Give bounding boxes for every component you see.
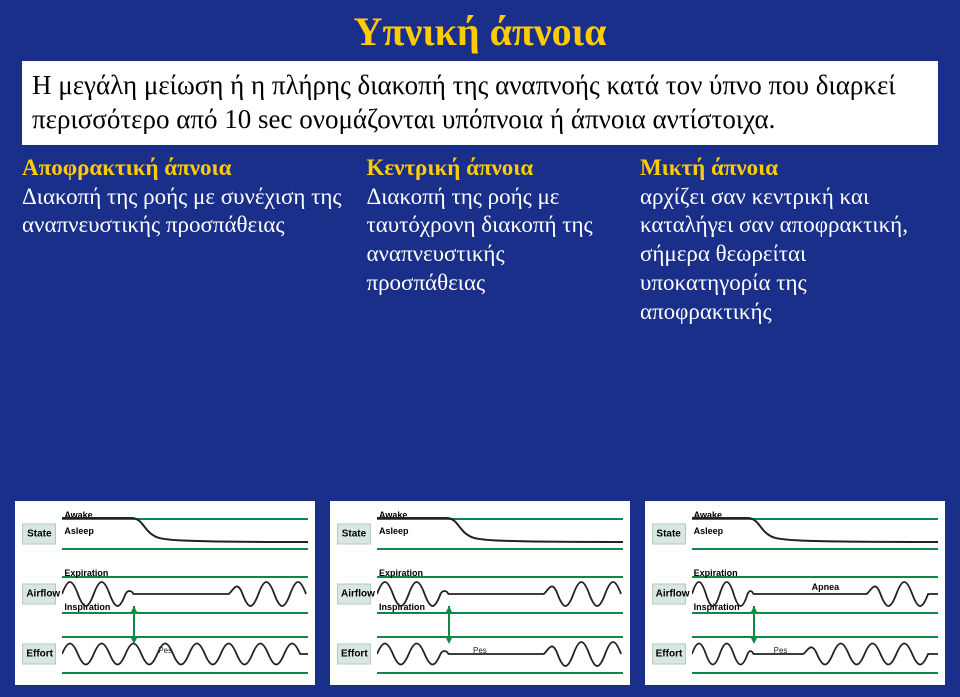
chart-central: State Awake Asleep Airflow Expiration In… [330, 501, 630, 685]
ylabel-state: State [652, 524, 686, 545]
col-central-title: Κεντρική άπνοια [366, 155, 621, 181]
col-obstructive-body: Διακοπή της ροής με συνέχιση της αναπνευ… [22, 183, 348, 241]
ylabel-state: State [22, 524, 56, 545]
ylabel-effort: Effort [652, 644, 686, 665]
apnea-types-columns: Αποφρακτική άπνοια Διακοπή της ροής με σ… [0, 155, 960, 327]
col-central-body: Διακοπή της ροής με ταυτόχρονη διακοπή τ… [366, 183, 621, 298]
col-mixed-body: αρχίζει σαν κεντρική και καταλήγει σαν α… [640, 183, 938, 327]
col-mixed-title: Μικτή άπνοια [640, 155, 938, 181]
col-central: Κεντρική άπνοια Διακοπή της ροής με ταυτ… [366, 155, 621, 327]
col-mixed: Μικτή άπνοια αρχίζει σαν κεντρική και κα… [640, 155, 938, 327]
ylabel-state: State [337, 524, 371, 545]
page-title: Υπνική άπνοια [0, 0, 960, 55]
ylabel-airflow: Airflow [22, 584, 56, 605]
col-obstructive-title: Αποφρακτική άπνοια [22, 155, 348, 181]
col-obstructive: Αποφρακτική άπνοια Διακοπή της ροής με σ… [22, 155, 348, 327]
ylabel-airflow: Airflow [337, 584, 371, 605]
chart-mixed: State Awake Asleep Airflow Expiration In… [645, 501, 945, 685]
chart-obstructive: State Awake Asleep Airflow Expiration In… [15, 501, 315, 685]
definition-box: Η μεγάλη μείωση ή η πλήρης διακοπή της α… [22, 61, 938, 145]
ylabel-effort: Effort [22, 644, 56, 665]
charts-row: State Awake Asleep Airflow Expiration In… [0, 501, 960, 685]
ylabel-airflow: Airflow [652, 584, 686, 605]
ylabel-effort: Effort [337, 644, 371, 665]
